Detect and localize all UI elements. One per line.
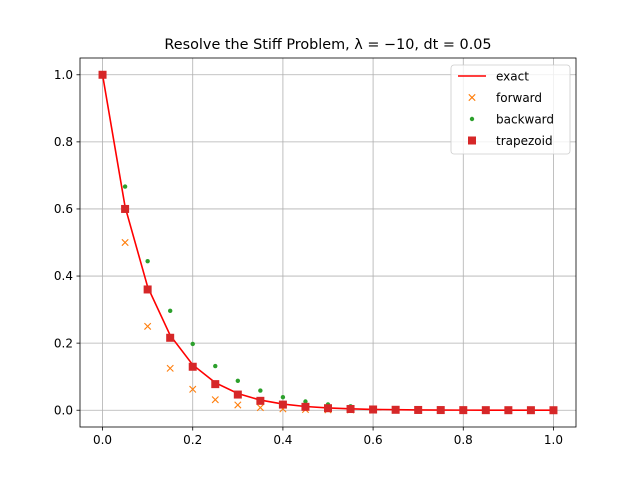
trapezoid-point bbox=[233, 390, 242, 399]
x-tick-label: 0.6 bbox=[364, 433, 383, 447]
legend-marker-swatch bbox=[468, 136, 476, 145]
marker-stroke bbox=[166, 364, 174, 372]
marker-stroke bbox=[211, 396, 219, 404]
trapezoid-point bbox=[98, 70, 107, 79]
backward-point bbox=[303, 399, 308, 404]
chart-title: Resolve the Stiff Problem, λ = −10, dt =… bbox=[164, 37, 491, 53]
marker-stroke bbox=[121, 238, 129, 247]
data-series bbox=[98, 70, 558, 415]
legend-label: trapezoid bbox=[496, 134, 553, 148]
y-tick-label: 0.8 bbox=[54, 135, 73, 149]
marker-stroke bbox=[144, 322, 152, 330]
axis-ticks: 0.0 0.2 0.4 0.6 0.8 1.0 0.0 0.2 0.4 0.6 0.8 1.0 bbox=[54, 68, 563, 447]
legend-item-trapezoid: trapezoid bbox=[468, 134, 553, 148]
y-tick-label: 0.2 bbox=[54, 336, 73, 350]
trapezoid-point bbox=[301, 402, 310, 411]
backward-point bbox=[235, 378, 241, 383]
backward-point bbox=[167, 308, 173, 314]
backward-point bbox=[213, 363, 218, 369]
y-tick-label: 0.4 bbox=[54, 269, 73, 283]
trapezoid-point bbox=[346, 405, 355, 414]
trapezoid-point bbox=[436, 406, 445, 415]
marker-stroke bbox=[189, 385, 197, 393]
legend-marker-swatch bbox=[468, 93, 476, 102]
trapezoid-point bbox=[369, 405, 378, 414]
trapezoid-point bbox=[549, 406, 558, 415]
y-tick-label: 1.0 bbox=[54, 68, 73, 82]
trapezoid-point bbox=[414, 405, 423, 414]
trapezoid-point bbox=[481, 406, 490, 415]
trapezoid-point bbox=[278, 400, 287, 409]
legend: exact forward backward trapezoid bbox=[450, 64, 571, 155]
trapezoid-point bbox=[121, 204, 130, 213]
trapezoid-point bbox=[143, 285, 152, 294]
trapezoid-point bbox=[526, 406, 535, 415]
trapezoid-point bbox=[211, 380, 220, 389]
plot-frame bbox=[79, 57, 577, 428]
y-tick-label: 0.0 bbox=[54, 403, 73, 417]
x-tick-label: 0.2 bbox=[183, 433, 202, 447]
x-tick-label: 1.0 bbox=[544, 433, 563, 447]
backward-point bbox=[122, 184, 128, 189]
forward-point bbox=[144, 322, 152, 330]
legend-item-exact: exact bbox=[458, 69, 529, 83]
backward-point bbox=[280, 394, 286, 400]
backward-point bbox=[190, 341, 195, 347]
forward-point bbox=[166, 364, 174, 372]
forward-point bbox=[121, 238, 129, 247]
x-tick-label: 0.4 bbox=[273, 433, 292, 447]
x-tick-label: 0.0 bbox=[93, 433, 112, 447]
legend-box bbox=[450, 64, 571, 155]
series-trapezoid bbox=[98, 70, 558, 415]
trapezoid-point bbox=[166, 333, 175, 342]
forward-point bbox=[234, 401, 242, 409]
legend-label: exact bbox=[496, 69, 529, 83]
x-tick-label: 0.8 bbox=[454, 433, 473, 447]
trapezoid-point bbox=[188, 362, 197, 371]
y-tick-label: 0.6 bbox=[54, 202, 73, 216]
legend-marker-swatch bbox=[469, 116, 475, 122]
trapezoid-point bbox=[459, 406, 468, 415]
trapezoid-point bbox=[504, 406, 513, 415]
legend-label: backward bbox=[496, 112, 554, 126]
trapezoid-point bbox=[256, 396, 265, 405]
marker-stroke bbox=[468, 93, 476, 102]
legend-item-backward: backward bbox=[469, 112, 554, 126]
backward-point bbox=[258, 388, 263, 393]
backward-point bbox=[145, 258, 150, 264]
marker-stroke bbox=[234, 401, 242, 409]
trapezoid-point bbox=[391, 405, 400, 414]
legend-item-forward: forward bbox=[468, 91, 542, 105]
legend-label: forward bbox=[496, 91, 542, 105]
forward-point bbox=[211, 396, 219, 404]
forward-point bbox=[189, 385, 197, 393]
trapezoid-point bbox=[324, 404, 332, 413]
forward-point bbox=[256, 404, 264, 412]
marker-stroke bbox=[256, 404, 264, 412]
